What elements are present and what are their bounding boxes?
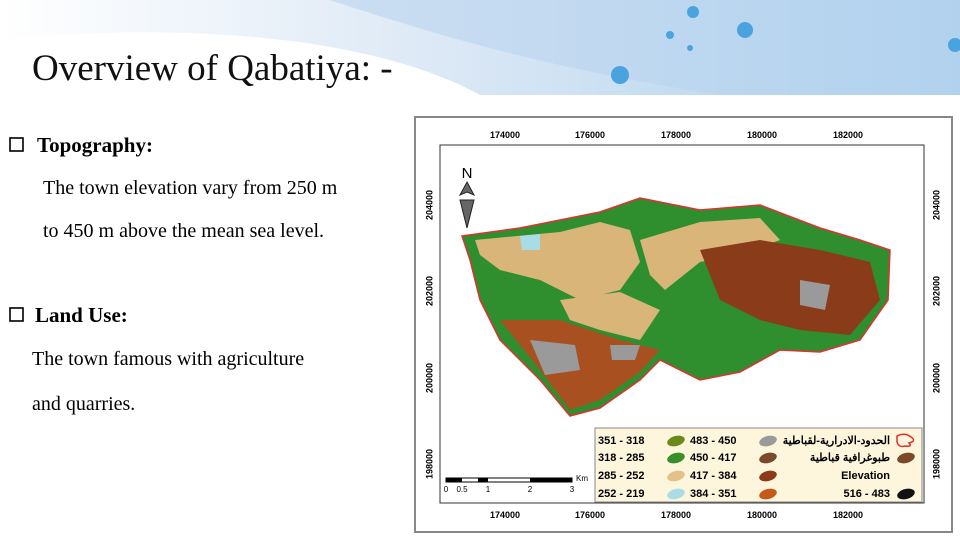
legend-swatch	[667, 452, 685, 464]
north-label: N	[462, 165, 473, 182]
legend-label: 318 - 285	[598, 452, 644, 464]
x-coord-label: 176000	[575, 510, 605, 520]
section-text: to 450 m above the mean sea level.	[43, 220, 324, 242]
slide-title: Overview of Qabatiya: -	[32, 48, 393, 89]
legend-swatch	[896, 433, 915, 448]
x-coord-label: 174000	[490, 130, 520, 140]
y-coord-label: 200000	[931, 363, 941, 393]
legend-swatch	[759, 435, 777, 447]
legend-swatch	[759, 470, 777, 482]
x-coord-label: 178000	[661, 130, 691, 140]
section-text: The town famous with agriculture	[32, 348, 304, 370]
x-coord-label: 180000	[747, 130, 777, 140]
banner	[0, 0, 960, 95]
legend-label: Elevation	[841, 470, 890, 482]
bullet-list: Topography: The town elevation vary from…	[9, 133, 338, 415]
legend-label: 252 - 219	[598, 488, 644, 500]
legend-label: الحدود-الادرارية-لقباطية	[783, 435, 890, 447]
legend-label: طبوغرافية قباطية	[810, 452, 890, 464]
legend-label: 351 - 318	[598, 435, 644, 447]
x-coord-label: 180000	[747, 510, 777, 520]
legend-swatch	[667, 435, 685, 447]
y-coord-label: 198000	[931, 449, 941, 479]
scale-label: 3	[570, 485, 575, 494]
map: N Km 174000 174000 176000 176000 178000 17800…	[414, 116, 953, 533]
y-coord-label: 198000	[424, 449, 434, 479]
y-coord-label: 202000	[424, 276, 434, 306]
legend-swatch	[759, 488, 777, 500]
x-coord-label: 178000	[661, 510, 691, 520]
north-arrow: N	[458, 165, 476, 229]
legend-label: 450 - 417	[690, 452, 736, 464]
bullet-icon	[9, 307, 24, 322]
y-coord-label: 204000	[424, 190, 434, 220]
scale-label: 2	[528, 485, 533, 494]
section-heading: Topography:	[37, 133, 153, 157]
legend-label: 516 - 483	[844, 488, 890, 500]
terrain	[461, 197, 891, 417]
legend-swatch	[897, 488, 915, 500]
x-coord-label: 182000	[833, 130, 863, 140]
legend-label: 417 - 384	[690, 470, 737, 482]
scale-label: 0.5	[456, 485, 468, 494]
y-coord-label: 202000	[931, 276, 941, 306]
section-text: and quarries.	[32, 393, 135, 415]
scale-label: 0	[444, 485, 449, 494]
y-coord-label: 204000	[931, 190, 941, 220]
legend-label: 384 - 351	[690, 488, 736, 500]
section-text: The town elevation vary from 250 m	[43, 177, 338, 199]
legend-swatch	[667, 470, 685, 482]
scale-bar: Km	[445, 474, 588, 483]
bullet-icon	[9, 137, 24, 152]
scale-unit: Km	[576, 474, 588, 483]
legend-swatch	[667, 488, 685, 500]
legend-label: 285 - 252	[598, 470, 644, 482]
legend-swatch	[897, 452, 915, 464]
y-coord-label: 200000	[424, 363, 434, 393]
x-coord-label: 176000	[575, 130, 605, 140]
legend-label: 483 - 450	[690, 435, 736, 447]
legend-box	[594, 427, 923, 503]
scale-label: 1	[486, 485, 491, 494]
section-heading: Land Use:	[35, 303, 128, 327]
x-coord-label: 174000	[490, 510, 520, 520]
legend-swatch	[759, 452, 777, 464]
x-coord-label: 182000	[833, 510, 863, 520]
